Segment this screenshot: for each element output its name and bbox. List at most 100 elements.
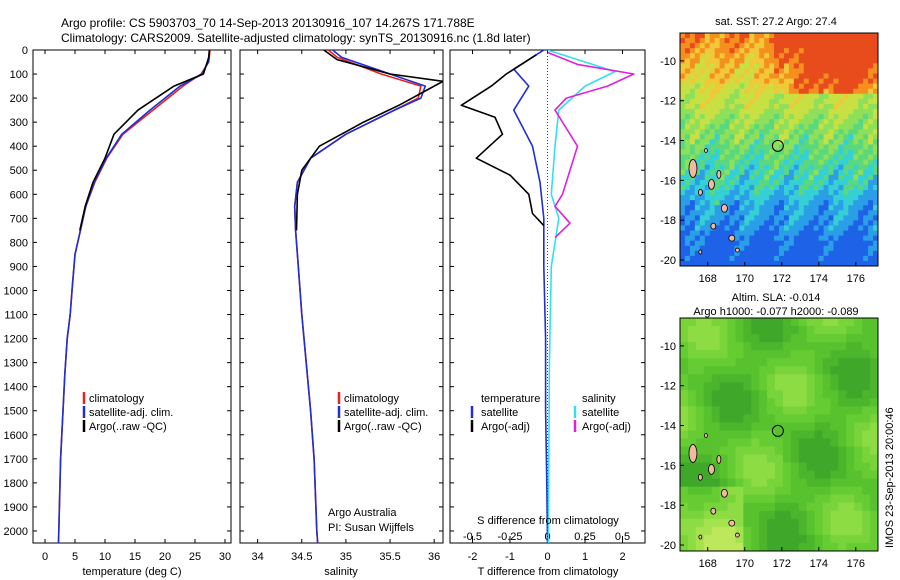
sst-cell <box>873 73 879 80</box>
sla-cell <box>838 486 847 496</box>
sst-cell <box>798 53 805 59</box>
sla-cell <box>838 446 847 456</box>
sst-cell <box>764 205 770 211</box>
sst-cell <box>808 159 815 166</box>
sla-cell <box>806 358 816 367</box>
sst-cell <box>680 103 686 110</box>
sst-cell <box>823 144 829 150</box>
sst-cell <box>798 88 805 95</box>
sla-cell <box>862 422 871 431</box>
map-x-tick-label: 170 <box>736 558 754 570</box>
sst-cell <box>774 53 780 59</box>
sst-cell <box>798 83 805 90</box>
sla-cell <box>814 486 824 496</box>
sla-cell <box>862 398 871 407</box>
sst-cell <box>843 250 849 257</box>
sla-cell <box>687 374 697 383</box>
sst-cell <box>838 184 844 191</box>
sla-cell <box>798 414 808 423</box>
sst-cell <box>788 53 795 59</box>
sst-cell <box>714 240 721 247</box>
sla-cell <box>711 502 721 512</box>
sst-cell <box>744 144 750 150</box>
sst-cell <box>680 245 686 252</box>
sla-cell <box>870 374 879 383</box>
sst-cell <box>764 260 770 267</box>
sst-cell <box>734 68 740 75</box>
sst-cell <box>833 68 839 75</box>
sst-cell <box>734 164 740 171</box>
sst-cell <box>813 98 820 105</box>
sst-cell <box>783 73 790 80</box>
sla-cell <box>735 430 744 440</box>
sst-cell <box>729 184 735 191</box>
sst-cell <box>724 184 730 191</box>
sst-cell <box>759 144 765 150</box>
sla-cell <box>687 462 697 472</box>
sst-cell <box>769 108 775 115</box>
sla-cell <box>743 486 752 496</box>
sst-cell <box>774 108 780 115</box>
sst-cell <box>868 245 874 252</box>
sst-cell <box>724 53 730 59</box>
sla-cell <box>735 318 744 327</box>
sla-cell <box>798 478 808 488</box>
sla-cell <box>846 446 855 456</box>
sla-cell <box>751 510 760 520</box>
sst-cell <box>848 63 854 69</box>
sla-cell <box>838 422 847 431</box>
sst-cell <box>798 195 805 201</box>
sst-cell <box>863 195 869 201</box>
sst-cell <box>739 205 745 211</box>
sst-cell <box>734 174 740 181</box>
sst-cell <box>813 195 820 201</box>
sla-cell <box>790 326 800 335</box>
sla-cell <box>814 502 824 512</box>
legend-label-satellite: satellite-adj. clim. <box>89 407 173 419</box>
sst-cell <box>793 184 800 191</box>
island <box>716 454 722 464</box>
sst-cell <box>793 159 800 166</box>
sst-cell <box>719 190 726 196</box>
sla-cell <box>751 518 760 528</box>
sst-cell <box>843 73 849 80</box>
sst-cell <box>848 73 854 80</box>
sst-cell <box>769 124 775 130</box>
legend-label-satellite: satellite-adj. clim. <box>344 407 428 419</box>
sst-cell <box>689 190 696 196</box>
sst-cell <box>833 88 839 95</box>
sla-cell <box>798 510 808 520</box>
sst-cell <box>863 119 869 125</box>
sst-cell <box>709 114 716 120</box>
sst-cell <box>699 93 706 100</box>
sst-cell <box>754 195 760 201</box>
sla-cell <box>798 502 808 512</box>
sst-cell <box>779 225 785 232</box>
sst-cell <box>833 210 839 216</box>
sst-cell <box>818 184 825 191</box>
sla-cell <box>798 422 808 431</box>
sst-cell <box>699 225 706 232</box>
sla-cell <box>854 374 863 383</box>
sst-cell <box>729 149 735 156</box>
sla-cell <box>862 518 871 528</box>
sla-cell <box>862 334 871 343</box>
sst-cell <box>828 220 834 226</box>
map-x-tick-label: 168 <box>699 558 717 570</box>
sla-cell <box>751 534 760 544</box>
sst-cell <box>694 179 701 186</box>
sst-cell <box>749 139 755 145</box>
sst-cell <box>793 195 800 201</box>
sst-cell <box>689 73 696 80</box>
sst-cell <box>714 134 721 140</box>
sst-cell <box>694 68 701 75</box>
sst-cell <box>793 205 800 211</box>
sst-cell <box>774 205 780 211</box>
sst-cell <box>858 48 864 54</box>
sst-cell <box>788 200 795 206</box>
sst-cell <box>689 184 696 191</box>
sst-cell <box>759 159 765 166</box>
sst-cell <box>853 68 859 75</box>
sst-cell <box>709 88 716 95</box>
sst-cell <box>833 169 839 176</box>
